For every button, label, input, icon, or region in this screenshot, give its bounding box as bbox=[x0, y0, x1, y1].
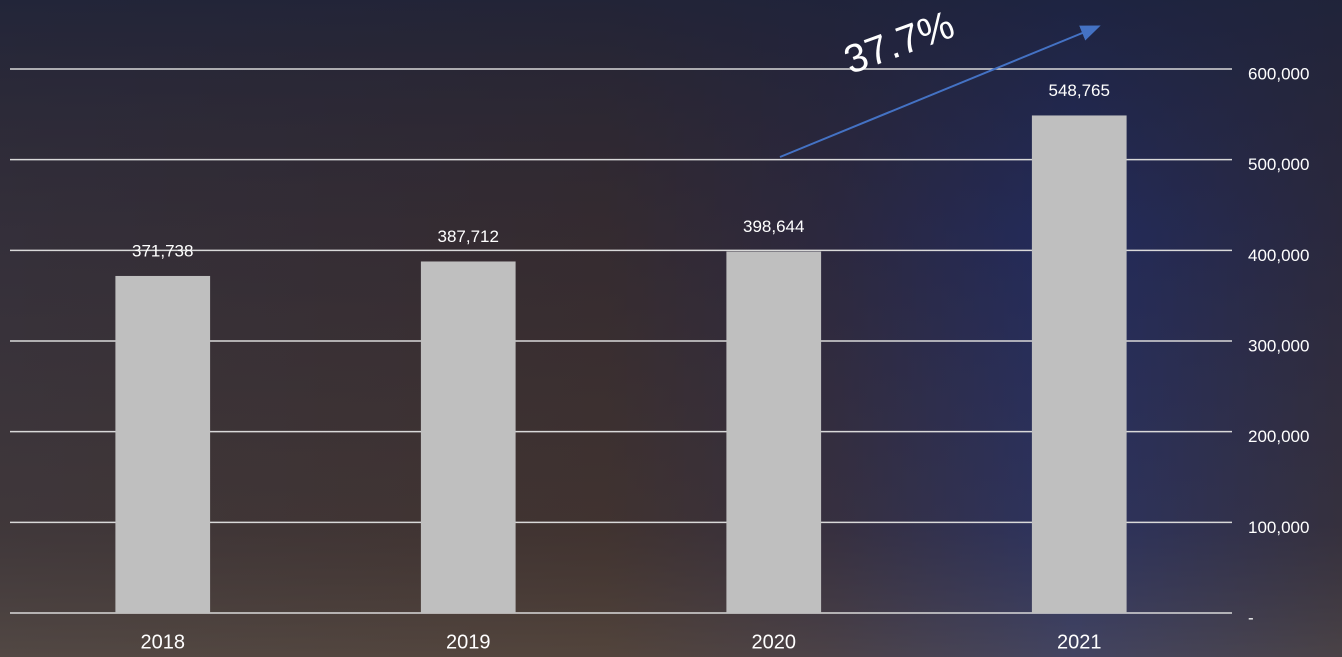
value-label: 371,738 bbox=[132, 241, 193, 260]
x-tick-label: 2021 bbox=[1057, 631, 1102, 653]
y-tick-label: 400,000 bbox=[1248, 246, 1309, 265]
bar bbox=[1032, 115, 1127, 613]
bar bbox=[726, 252, 821, 613]
bar bbox=[421, 261, 516, 613]
y-tick-label: 300,000 bbox=[1248, 336, 1309, 355]
bar bbox=[115, 276, 210, 613]
y-tick-label: 100,000 bbox=[1248, 518, 1309, 537]
y-tick-label: - bbox=[1248, 608, 1254, 627]
chart: - 100,000 200,000 300,000 400,000 500,000 600,… bbox=[0, 0, 1342, 657]
x-tick-label: 2020 bbox=[752, 631, 797, 653]
x-tick-label: 2018 bbox=[141, 631, 186, 653]
value-label: 398,644 bbox=[743, 217, 804, 236]
x-tick-label: 2019 bbox=[446, 631, 491, 653]
value-label: 387,712 bbox=[438, 227, 499, 246]
y-tick-label: 600,000 bbox=[1248, 64, 1309, 83]
value-label: 548,765 bbox=[1049, 81, 1110, 100]
y-tick-label: 200,000 bbox=[1248, 427, 1309, 446]
y-tick-label: 500,000 bbox=[1248, 155, 1309, 174]
